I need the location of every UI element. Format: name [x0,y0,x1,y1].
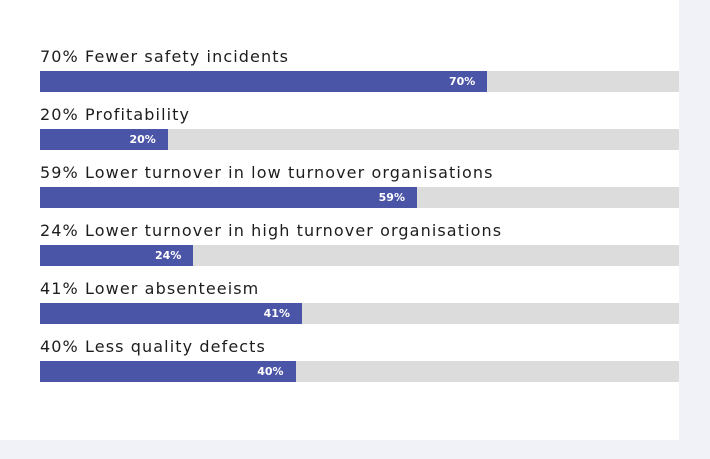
bar-value-label: 40% [257,365,284,378]
bar-fill: 24% [40,245,194,266]
bar-track: 24% [40,245,679,266]
bar-value-label: 59% [378,191,405,204]
bar-label: 20% Profitability [40,105,191,124]
bar-label: 24% Lower turnover in high turnover orga… [40,221,503,240]
bar-value-label: 24% [155,249,182,262]
bar-fill: 70% [40,71,488,92]
bar-value-label: 41% [263,307,290,320]
bar-track: 40% [40,361,679,382]
bar-value-label: 70% [448,75,476,88]
bar-fill: 59% [40,187,417,208]
bar-track: 70% [40,71,679,92]
bar-label: 40% Less quality defects [40,337,266,356]
bar-track: 41% [40,303,679,324]
bar-value-label: 20% [129,133,156,146]
bar-track: 59% [40,187,679,208]
chart-card: 70% Fewer safety incidents 70% 20% Profita… [0,0,679,440]
bar-track: 20% [40,129,679,150]
bar-fill: 20% [40,129,168,150]
bar-label: 59% Lower turnover in low turnover organ… [40,163,494,182]
bar-fill: 41% [40,303,302,324]
bar-label: 70% Fewer safety incidents [40,47,290,66]
bar-label: 41% Lower absenteeism [40,279,260,298]
bar-fill: 40% [40,361,296,382]
